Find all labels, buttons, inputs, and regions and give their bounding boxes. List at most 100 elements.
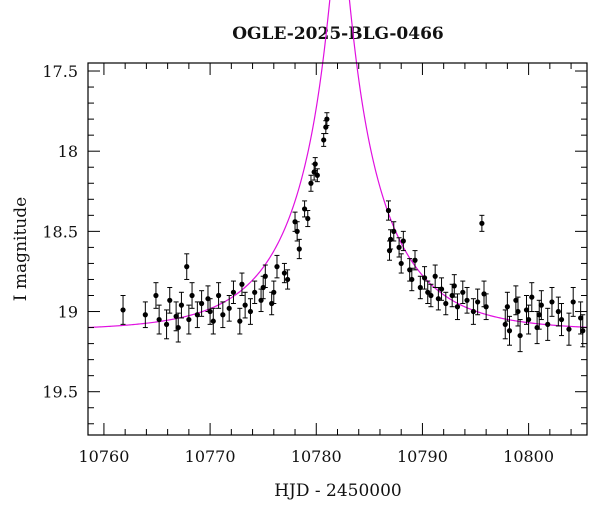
data-marker	[515, 308, 521, 315]
data-marker	[460, 289, 466, 295]
data-point	[296, 238, 302, 260]
data-point	[479, 214, 485, 232]
data-marker	[321, 137, 327, 143]
data-point	[483, 293, 489, 321]
data-point	[386, 240, 393, 261]
data-point	[421, 266, 428, 290]
data-point	[274, 254, 280, 279]
data-marker	[237, 318, 243, 324]
data-point	[385, 200, 392, 221]
data-marker	[314, 172, 320, 178]
data-marker	[412, 257, 418, 263]
data-point	[237, 307, 243, 335]
data-marker	[186, 316, 192, 323]
data-marker	[483, 304, 489, 310]
data-point	[305, 210, 311, 228]
data-point	[173, 301, 179, 332]
data-point	[451, 274, 457, 298]
data-point	[570, 286, 576, 317]
data-marker	[396, 244, 402, 250]
data-point	[175, 312, 181, 343]
data-marker	[385, 207, 392, 214]
y-tick-label: 19	[58, 303, 78, 322]
data-marker	[421, 275, 428, 281]
data-marker	[153, 292, 159, 299]
data-marker	[220, 312, 226, 318]
data-marker	[417, 284, 423, 291]
model-curve-layer	[87, 0, 588, 329]
data-point	[189, 282, 195, 309]
data-point	[529, 282, 535, 313]
data-point	[545, 307, 551, 341]
data-point	[428, 283, 434, 308]
data-point	[454, 293, 461, 321]
data-marker	[120, 307, 126, 313]
x-tick-label: 10800	[503, 447, 554, 466]
data-point	[323, 120, 329, 135]
data-point	[432, 264, 438, 288]
data-marker	[178, 302, 185, 308]
data-marker	[142, 312, 148, 318]
data-point	[443, 291, 449, 316]
data-point	[566, 312, 572, 346]
data-marker	[526, 316, 532, 323]
data-point	[314, 168, 320, 183]
data-point	[400, 230, 406, 252]
data-marker	[210, 318, 216, 324]
data-marker	[167, 297, 173, 303]
data-marker	[454, 304, 461, 310]
data-marker	[475, 299, 481, 305]
data-point	[215, 282, 222, 309]
data-marker	[391, 228, 397, 234]
y-tick-label: 19.5	[42, 383, 78, 402]
data-point	[301, 200, 308, 218]
data-point	[262, 264, 268, 288]
data-point	[220, 301, 226, 329]
data-marker	[194, 312, 200, 318]
data-point	[308, 174, 314, 192]
data-marker	[271, 289, 277, 295]
data-marker	[308, 180, 314, 186]
data-marker	[513, 297, 519, 303]
x-axis-label: HJD - 2450000	[274, 481, 402, 501]
data-marker	[549, 299, 555, 305]
data-point	[513, 285, 519, 316]
data-marker	[545, 321, 551, 327]
data-marker	[156, 316, 162, 323]
data-point	[312, 157, 318, 171]
data-marker	[443, 300, 449, 307]
data-point	[247, 298, 254, 325]
x-tick-label: 10760	[78, 447, 129, 466]
data-point	[502, 309, 508, 340]
data-point	[271, 280, 277, 305]
data-marker	[425, 289, 431, 295]
data-point	[167, 286, 173, 314]
data-marker	[294, 228, 300, 234]
data-point	[294, 221, 300, 242]
data-marker	[274, 264, 280, 270]
data-point	[163, 309, 170, 340]
data-marker	[281, 270, 288, 276]
data-marker	[242, 302, 248, 308]
data-marker	[558, 316, 565, 323]
data-marker	[296, 246, 302, 252]
data-point	[398, 253, 404, 274]
data-marker	[529, 294, 535, 300]
data-point	[321, 133, 327, 147]
data-point	[517, 319, 523, 353]
x-tick-label: 10770	[185, 447, 236, 466]
data-point	[194, 301, 200, 329]
data-point	[580, 314, 586, 348]
data-point	[506, 315, 513, 346]
data-marker	[570, 299, 576, 305]
axis-ticks: 10760 10770 10780 10790 10800 17.5 18 18.5 19 19.…	[42, 62, 587, 466]
data-point	[409, 267, 415, 292]
data-marker	[555, 308, 561, 315]
data-point	[549, 286, 555, 317]
model-curve	[87, 0, 588, 329]
data-marker	[239, 281, 245, 287]
data-marker	[262, 273, 268, 279]
data-point	[460, 280, 466, 305]
data-marker	[199, 300, 205, 307]
